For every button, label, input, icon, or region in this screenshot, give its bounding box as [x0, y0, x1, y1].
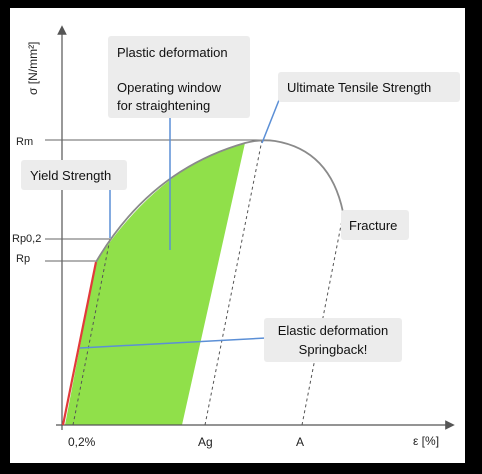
elastic-deformation-label-line2: Springback! — [299, 342, 368, 357]
elastic-deformation-label-line1: Elastic deformation — [278, 323, 389, 338]
yield-callout-box — [21, 160, 127, 190]
plastic-deformation-label: Plastic deformation — [117, 45, 228, 60]
elastic-callout-box — [264, 318, 402, 362]
yield-strength-label: Yield Strength — [30, 168, 111, 183]
fracture-label: Fracture — [349, 218, 397, 233]
x-axis-label: ε [%] — [413, 434, 439, 448]
ag-dashed-line — [204, 139, 263, 426]
tick-label-rp: Rp — [16, 253, 30, 265]
elastic-callout-line — [79, 337, 267, 349]
operating-window-label-line1: Operating window — [117, 80, 222, 95]
tick-label-ag: Ag — [198, 435, 213, 449]
operating-window-area — [65, 143, 245, 425]
elastic-line — [61, 261, 98, 426]
uts-label: Ultimate Tensile Strength — [287, 80, 431, 95]
tick-label-rp02: Rp0,2 — [12, 233, 41, 245]
stress-strain-curve — [95, 139, 344, 263]
offset-dashed-line — [72, 238, 111, 426]
uts-callout-box — [278, 72, 460, 102]
tick-label-a: A — [296, 435, 304, 449]
fracture-callout-box — [341, 210, 409, 240]
tick-label-offset: 0,2% — [68, 435, 96, 449]
tick-label-rm: Rm — [16, 136, 33, 148]
y-axis-label: σ [N/mm²] — [26, 42, 40, 95]
operating-window-label-line2: for straightening — [117, 98, 210, 113]
plastic-callout-box — [108, 36, 250, 118]
